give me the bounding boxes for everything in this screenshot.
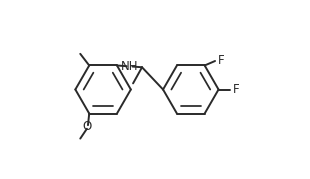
Text: NH: NH <box>121 60 138 73</box>
Text: F: F <box>218 54 225 67</box>
Text: O: O <box>83 120 92 134</box>
Text: F: F <box>233 83 240 96</box>
